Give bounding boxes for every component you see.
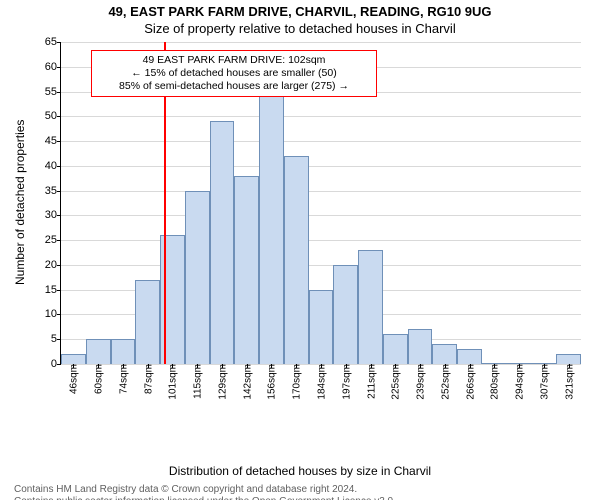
gridline (61, 166, 581, 167)
x-tick-label: 87sqm (141, 364, 154, 394)
footnote-line-1: Contains HM Land Registry data © Crown c… (14, 484, 600, 496)
y-tick-mark (57, 364, 61, 365)
histogram-bar (135, 280, 160, 364)
x-tick-label: 321sqm (562, 364, 575, 400)
gridline (61, 265, 581, 266)
x-tick-label: 211sqm (364, 364, 377, 399)
histogram-bar (408, 329, 433, 364)
histogram-bar (234, 176, 259, 364)
x-tick-label: 142sqm (240, 364, 253, 400)
gridline (61, 215, 581, 216)
x-tick-label: 170sqm (290, 364, 303, 400)
y-tick-mark (57, 290, 61, 291)
gridline (61, 191, 581, 192)
histogram-bar (61, 354, 86, 364)
x-tick-label: 115sqm (191, 364, 204, 399)
histogram-bar (432, 344, 457, 364)
x-tick-label: 266sqm (463, 364, 476, 400)
x-tick-label: 156sqm (265, 364, 278, 400)
footnote: Contains HM Land Registry data © Crown c… (0, 484, 600, 500)
x-tick-label: 129sqm (215, 364, 228, 400)
histogram-bar (185, 191, 210, 364)
histogram-bar (86, 339, 111, 364)
annotation-line: 85% of semi-detached houses are larger (… (98, 80, 370, 93)
y-tick-mark (57, 116, 61, 117)
plot-area: 0510152025303540455055606546sqm60sqm74sq… (60, 42, 581, 365)
histogram-bar (457, 349, 482, 364)
chart-titles: 49, EAST PARK FARM DRIVE, CHARVIL, READI… (0, 4, 600, 36)
x-tick-label: 239sqm (414, 364, 427, 400)
histogram-bar (284, 156, 309, 364)
x-tick-label: 184sqm (315, 364, 328, 400)
x-tick-label: 225sqm (389, 364, 402, 400)
chart-title-sub: Size of property relative to detached ho… (0, 21, 600, 36)
x-tick-label: 280sqm (488, 364, 501, 400)
y-tick-mark (57, 314, 61, 315)
y-tick-mark (57, 265, 61, 266)
y-tick-mark (57, 215, 61, 216)
y-tick-mark (57, 166, 61, 167)
gridline (61, 116, 581, 117)
y-axis-label: Number of detached properties (13, 165, 27, 285)
y-tick-mark (57, 67, 61, 68)
gridline (61, 240, 581, 241)
annotation-line: ← 15% of detached houses are smaller (50… (98, 67, 370, 80)
x-tick-label: 252sqm (438, 364, 451, 400)
x-axis-label: Distribution of detached houses by size … (0, 464, 600, 478)
x-tick-label: 60sqm (92, 364, 105, 394)
y-tick-mark (57, 191, 61, 192)
y-tick-mark (57, 141, 61, 142)
y-tick-mark (57, 240, 61, 241)
y-tick-mark (57, 92, 61, 93)
y-tick-mark (57, 42, 61, 43)
histogram-bar (259, 92, 284, 364)
chart-area: Number of detached properties 0510152025… (0, 36, 600, 414)
x-tick-label: 46sqm (67, 364, 80, 394)
x-tick-label: 74sqm (116, 364, 129, 394)
x-tick-label: 294sqm (513, 364, 526, 400)
histogram-bar (358, 250, 383, 364)
x-tick-label: 197sqm (339, 364, 352, 400)
annotation-box: 49 EAST PARK FARM DRIVE: 102sqm← 15% of … (91, 50, 377, 97)
x-tick-label: 307sqm (537, 364, 550, 400)
histogram-bar (111, 339, 136, 364)
chart-title-main: 49, EAST PARK FARM DRIVE, CHARVIL, READI… (0, 4, 600, 19)
gridline (61, 42, 581, 43)
footnote-line-2: Contains public sector information licen… (14, 496, 600, 500)
histogram-bar (309, 290, 334, 364)
histogram-bar (333, 265, 358, 364)
annotation-line: 49 EAST PARK FARM DRIVE: 102sqm (98, 54, 370, 67)
y-tick-mark (57, 339, 61, 340)
histogram-bar (556, 354, 581, 364)
histogram-bar (383, 334, 408, 364)
x-tick-label: 101sqm (166, 364, 179, 400)
gridline (61, 141, 581, 142)
histogram-bar (210, 121, 235, 364)
